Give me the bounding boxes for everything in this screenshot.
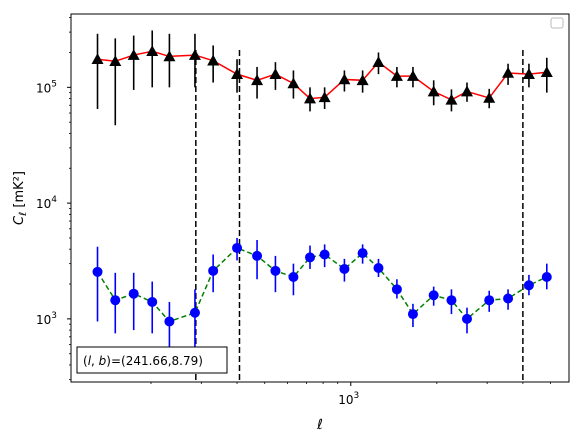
data-point [523, 280, 534, 291]
series-1 [91, 30, 553, 126]
data-point [147, 296, 158, 307]
plot-frame [70, 13, 570, 383]
data-point [304, 92, 317, 104]
legend-box [550, 17, 564, 29]
annotation: (l, b)=(241.66,8.79) [76, 346, 228, 374]
data-point [339, 263, 350, 274]
data-point [287, 77, 300, 89]
data-point [461, 313, 472, 324]
data-point [407, 309, 418, 320]
y-tick-label: 103 [36, 311, 57, 327]
data-point [252, 250, 263, 261]
data-point [188, 49, 201, 60]
data-point [357, 248, 368, 259]
x-axis-label: ℓ [316, 417, 323, 433]
data-point [356, 74, 369, 86]
data-point [207, 54, 220, 66]
x-tick-label: 103 [338, 391, 359, 407]
data-point [146, 45, 159, 57]
legend [550, 17, 564, 29]
y-tick-label: 104 [36, 195, 57, 211]
annotation-box [76, 346, 228, 374]
data-point [110, 295, 121, 306]
data-point [502, 67, 515, 78]
data-point [540, 66, 553, 78]
y-tick-label: 105 [36, 79, 57, 95]
data-point [109, 55, 122, 67]
annotation-text: (l, b)=(241.66,8.79) [83, 354, 203, 368]
data-point [164, 316, 175, 327]
data-point [163, 50, 176, 62]
data-point [503, 293, 514, 304]
vertical-lines-layer [195, 50, 524, 382]
data-point [373, 263, 384, 274]
data-point [446, 295, 457, 306]
data-point [305, 252, 316, 263]
data-point [270, 265, 281, 276]
data-point [319, 249, 330, 260]
data-point [269, 68, 282, 79]
data-point [445, 93, 458, 105]
data-point [251, 74, 264, 86]
data-point [541, 272, 552, 283]
series-layer [91, 30, 553, 354]
data-point [92, 266, 103, 277]
data-point [391, 284, 402, 295]
data-point [288, 272, 299, 283]
data-point [318, 91, 331, 103]
data-point [231, 68, 244, 79]
data-point [91, 53, 104, 65]
data-point [372, 56, 385, 67]
data-point [208, 265, 219, 276]
data-point [484, 295, 495, 306]
data-point [127, 49, 140, 60]
data-point [427, 85, 440, 97]
data-point [390, 70, 403, 81]
data-point [189, 307, 200, 318]
data-point [406, 70, 419, 81]
data-point [128, 288, 139, 299]
data-point [428, 290, 439, 301]
data-point [338, 73, 351, 85]
series-line [96, 247, 548, 323]
series-2 [92, 237, 552, 354]
data-point [483, 91, 496, 103]
data-point [522, 68, 535, 79]
y-axis-label: Cℓ [mK²] [12, 171, 29, 225]
data-point [460, 85, 473, 97]
data-point [232, 242, 243, 253]
